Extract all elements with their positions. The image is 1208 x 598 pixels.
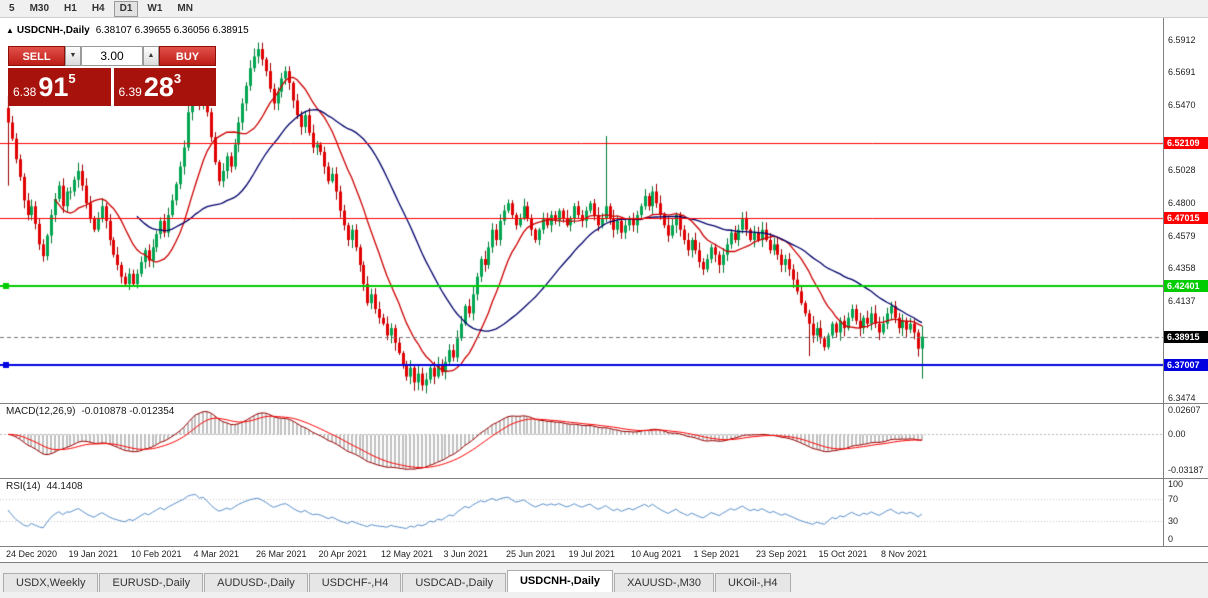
timeframe-button-W1[interactable]: W1: [147, 2, 163, 14]
chart-tab-USDX-Weekly[interactable]: USDX,Weekly: [3, 573, 99, 592]
price-axis-label: 6.5028: [1168, 164, 1196, 175]
chart-symbol-label: USDCNH-,Daily: [16, 25, 90, 36]
arrow-down-icon: ▼: [69, 52, 77, 59]
macd-axis-label: 0.00: [1168, 429, 1186, 439]
chart-tab-USDCNH-Daily[interactable]: USDCNH-,Daily: [506, 570, 614, 592]
timeframe-button-5[interactable]: 5: [9, 2, 15, 14]
rsi-axis-label: 30: [1168, 516, 1179, 526]
price-axis-label: 6.4800: [1168, 198, 1196, 209]
volume-input[interactable]: [81, 46, 143, 66]
time-axis-label: 1 Sep 2021: [693, 549, 740, 559]
panel-separator: [0, 546, 1208, 547]
price-axis-label: 6.5470: [1168, 99, 1196, 110]
timeframe-button-MN[interactable]: MN: [177, 2, 193, 14]
time-axis-label: 10 Feb 2021: [130, 549, 182, 559]
timeframe-button-M30[interactable]: M30: [29, 2, 50, 14]
price-axis-label: 6.4137: [1168, 295, 1196, 306]
price-axis-label: 6.3474: [1168, 393, 1196, 403]
price-axis-label: 6.4579: [1168, 230, 1196, 241]
buy-price-big-digits: 28: [143, 71, 174, 102]
one-click-trade-panel: SELL ▼ ▲ BUY 6.38 91 5 6.39 28 3: [8, 46, 216, 106]
price-level-badge: 6.47015: [1164, 211, 1208, 224]
macd-axis-label: 0.02607: [1168, 405, 1201, 415]
rsi-label: RSI(14) 44.1408: [6, 481, 83, 492]
chart-tab-AUDUSD-Daily[interactable]: AUDUSD-,Daily: [204, 573, 308, 592]
price-level-badge: 6.52109: [1164, 136, 1208, 149]
sell-button[interactable]: SELL: [8, 46, 65, 66]
price-level-badge: 6.38915: [1164, 330, 1208, 343]
one-click-panel-toggle-icon[interactable]: ▲: [6, 26, 14, 35]
sell-price-big-digits: 91: [38, 71, 69, 102]
time-axis-label: 20 Apr 2021: [318, 549, 368, 559]
macd-panel-canvas[interactable]: [0, 403, 1163, 478]
price-axis-label: 6.4358: [1168, 263, 1196, 274]
timeframe-button-H1[interactable]: H1: [64, 2, 77, 14]
volume-increase-button[interactable]: ▲: [143, 46, 159, 66]
chart-tab-bar: USDX,Weekly EURUSD-,Daily AUDUSD-,Daily USD…: [0, 570, 1208, 592]
time-axis-label: 3 Jun 2021: [443, 549, 489, 559]
buy-price-pip-digit: 3: [173, 71, 182, 86]
sell-price-display[interactable]: 6.38 91 5: [8, 68, 111, 106]
price-axis[interactable]: 6.5912 6.5691 6.5470 6.5028 6.4800 6.4579 6.43…: [1163, 18, 1208, 546]
time-axis-label: 10 Aug 2021: [630, 549, 682, 559]
time-axis-label: 25 Jun 2021: [505, 549, 556, 559]
chart-ohlc-values: 6.38107 6.39655 6.36056 6.38915: [95, 25, 249, 36]
price-level-badge: 6.37007: [1164, 358, 1208, 371]
time-axis-label: 23 Sep 2021: [755, 549, 807, 559]
macd-indicator-values: -0.010878 -0.012354: [81, 406, 175, 417]
macd-label: MACD(12,26,9) -0.010878 -0.012354: [6, 406, 174, 417]
rsi-indicator-value: 44.1408: [46, 481, 83, 492]
price-level-badge: 6.42401: [1164, 279, 1208, 292]
panel-separator[interactable]: [0, 478, 1208, 479]
chart-title: ▲ USDCNH-,Daily 6.38107 6.39655 6.36056 6.…: [6, 25, 249, 36]
time-axis[interactable]: 24 Dec 2020 19 Jan 2021 10 Feb 2021 4 Mar 2…: [0, 546, 1208, 562]
timeframe-button-D1[interactable]: D1: [113, 0, 139, 17]
price-axis-label: 6.5912: [1168, 35, 1196, 45]
chart-window-bottom-border: [0, 562, 1208, 563]
timeframe-button-H4[interactable]: H4: [91, 2, 105, 14]
rsi-axis-label: 70: [1168, 494, 1179, 504]
rsi-indicator-name: RSI(14): [6, 481, 41, 492]
panel-separator[interactable]: [0, 403, 1208, 404]
macd-indicator-name: MACD(12,26,9): [6, 406, 76, 417]
rsi-axis-label: 0: [1168, 534, 1174, 544]
price-axis-label: 6.5691: [1168, 67, 1196, 78]
rsi-panel-canvas[interactable]: [0, 478, 1163, 546]
buy-price-prefix: 6.39: [118, 85, 142, 99]
time-axis-label: 15 Oct 2021: [818, 549, 868, 559]
time-axis-label: 12 May 2021: [380, 549, 434, 559]
time-axis-label: 26 Mar 2021: [255, 549, 307, 559]
rsi-axis-label: 100: [1168, 479, 1184, 489]
buy-price-display[interactable]: 6.39 28 3: [113, 68, 216, 106]
sell-price-pip-digit: 5: [68, 71, 76, 86]
arrow-up-icon: ▲: [147, 52, 155, 59]
volume-decrease-button[interactable]: ▼: [65, 46, 81, 66]
time-axis-label: 8 Nov 2021: [880, 549, 927, 559]
timeframe-toolbar: 5 M30 H1 H4 D1 W1 MN: [0, 0, 1208, 18]
time-axis-label: 24 Dec 2020: [6, 549, 58, 559]
time-axis-label: 19 Jul 2021: [568, 549, 615, 559]
chart-tab-EURUSD-Daily[interactable]: EURUSD-,Daily: [99, 573, 204, 592]
chart-tab-XAUUSD-M30[interactable]: XAUUSD-,M30: [614, 573, 715, 592]
chart-tab-USDCHF-H4[interactable]: USDCHF-,H4: [308, 573, 402, 592]
chart-tab-UKOil-H4[interactable]: UKOil-,H4: [715, 573, 791, 592]
buy-button[interactable]: BUY: [159, 46, 216, 66]
time-axis-label: 4 Mar 2021: [193, 549, 240, 559]
time-axis-label: 19 Jan 2021: [68, 549, 119, 559]
sell-price-prefix: 6.38: [13, 85, 37, 99]
macd-axis-label: -0.03187: [1168, 465, 1204, 475]
chart-tab-USDCAD-Daily[interactable]: USDCAD-,Daily: [402, 573, 506, 592]
